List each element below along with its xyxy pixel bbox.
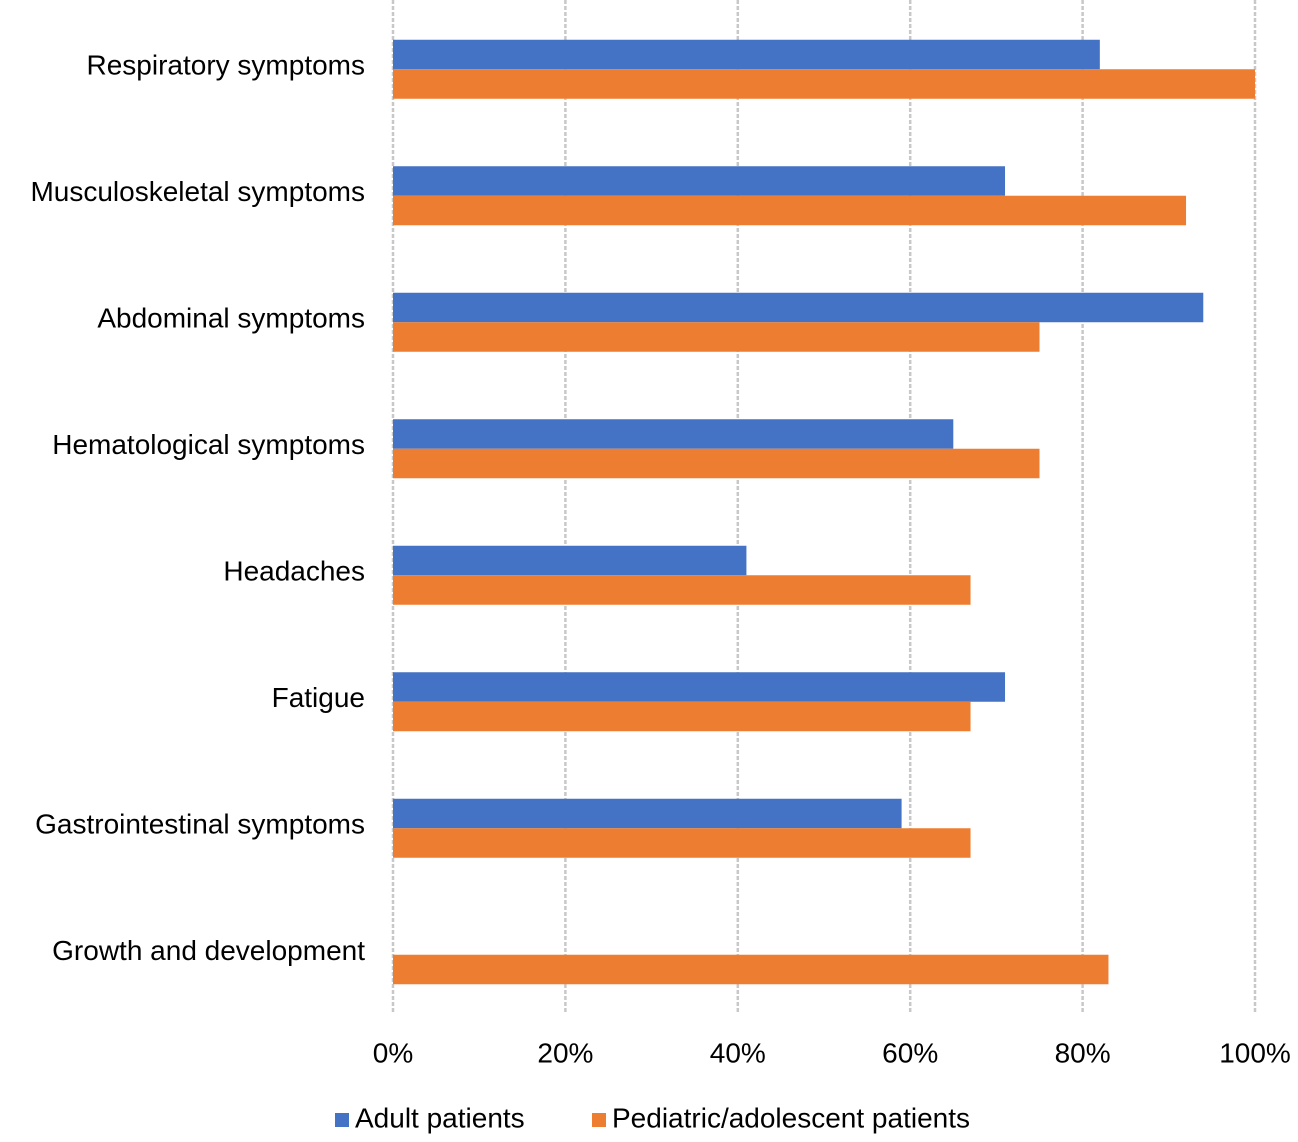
y-tick-label: Fatigue	[272, 682, 365, 713]
x-tick-label: 0%	[373, 1037, 413, 1068]
x-tick-label: 80%	[1055, 1037, 1111, 1068]
legend-swatch	[592, 1113, 606, 1127]
bar	[393, 575, 971, 605]
bar	[393, 195, 1187, 226]
x-tick-label: 60%	[882, 1037, 938, 1068]
bar	[393, 672, 1006, 702]
legend-label: Adult patients	[355, 1102, 525, 1133]
bar	[393, 828, 971, 858]
y-tick-label: Abdominal symptoms	[97, 303, 365, 334]
legend-swatch	[335, 1113, 349, 1127]
bar	[393, 39, 1100, 70]
legend-label: Pediatric/adolescent patients	[612, 1102, 970, 1133]
y-tick-label: Gastrointestinal symptoms	[35, 809, 365, 840]
bar	[393, 545, 747, 576]
bar	[393, 292, 1204, 323]
bar	[393, 419, 954, 449]
y-tick-label: Hematological symptoms	[52, 429, 365, 460]
y-tick-label: Headaches	[223, 556, 365, 587]
x-tick-label: 100%	[1219, 1037, 1291, 1068]
bar	[393, 448, 1040, 479]
bar	[393, 954, 1109, 985]
y-tick-label: Respiratory symptoms	[86, 50, 365, 81]
y-tick-label: Musculoskeletal symptoms	[30, 176, 365, 207]
bar	[393, 69, 1255, 99]
bar	[393, 322, 1040, 352]
bar	[393, 701, 971, 732]
x-tick-label: 20%	[537, 1037, 593, 1068]
x-tick-label: 40%	[710, 1037, 766, 1068]
bar	[393, 798, 902, 829]
y-tick-label: Growth and development	[52, 935, 365, 966]
bar	[393, 166, 1006, 196]
